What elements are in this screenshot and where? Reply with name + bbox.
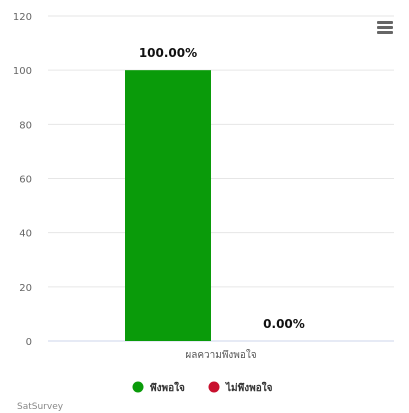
credits-text: SatSurvey — [17, 402, 64, 412]
legend-label: พึงพอใจ — [150, 381, 185, 394]
menu-line — [377, 26, 393, 29]
legend-label: ไม่พึงพอใจ — [225, 381, 273, 394]
y-axis: 0 20 40 60 80 100 120 — [13, 12, 32, 348]
y-tick-label: 100 — [13, 66, 32, 77]
data-labels: 100.00% 0.00% — [139, 46, 305, 331]
bar-1 — [125, 70, 211, 342]
y-tick-label: 80 — [19, 120, 32, 131]
hamburger-menu-icon[interactable] — [372, 16, 398, 38]
y-tick-label: 60 — [19, 175, 32, 186]
y-tick-label: 20 — [19, 283, 32, 294]
x-axis: ผลความพึงพอใจ — [185, 349, 256, 361]
menu-line — [377, 21, 393, 24]
y-tick-label: 0 — [26, 337, 32, 348]
legend-marker — [132, 381, 144, 393]
x-category-label: ผลความพึงพอใจ — [185, 349, 256, 361]
bars — [125, 70, 211, 342]
legend-item-2[interactable]: ไม่พึงพอใจ — [208, 381, 273, 394]
gridlines — [48, 15, 394, 342]
legend-item-1[interactable]: พึงพอใจ — [132, 381, 185, 394]
data-label: 100.00% — [139, 46, 197, 60]
legend-marker — [208, 381, 220, 393]
menu-line — [377, 31, 393, 34]
y-tick-label: 120 — [13, 12, 32, 23]
legend: พึงพอใจ ไม่พึงพอใจ — [132, 381, 273, 394]
y-tick-label: 40 — [19, 229, 32, 240]
data-label: 0.00% — [263, 317, 305, 331]
